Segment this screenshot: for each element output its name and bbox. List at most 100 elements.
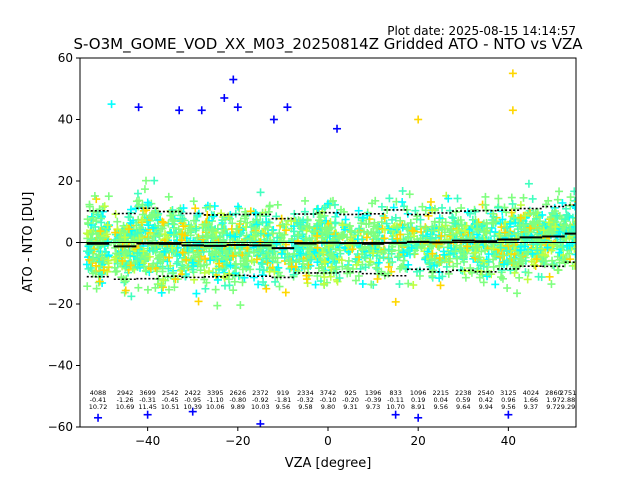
y-tick-label: 60 <box>58 51 73 65</box>
scatter-point <box>277 249 286 258</box>
scatter-point <box>497 273 506 282</box>
scatter-point <box>97 218 106 227</box>
scatter-point <box>104 192 113 201</box>
scatter-point <box>404 279 413 288</box>
y-axis: −60 −40 −20 0 20 40 60 <box>48 51 80 434</box>
scatter-point <box>142 176 151 185</box>
bin-stat-sd: 9.37 <box>524 403 538 411</box>
scatter-point <box>241 214 250 223</box>
scatter-point <box>208 268 217 277</box>
scatter-point <box>144 221 153 230</box>
scatter-point <box>515 273 524 282</box>
scatter-point <box>200 220 209 229</box>
scatter-point <box>122 249 131 258</box>
x-tick-label: 0 <box>324 434 332 448</box>
scatter-point <box>453 194 462 203</box>
scatter-point <box>121 286 130 295</box>
scatter-point <box>163 257 172 266</box>
scatter-point <box>503 284 512 293</box>
scatter-point <box>494 194 503 203</box>
scatter-point <box>236 217 245 226</box>
scatter-point <box>507 193 516 202</box>
scatter-point <box>88 229 97 238</box>
scatter-point <box>139 262 148 271</box>
scatter-point <box>197 106 206 115</box>
scatter-point <box>273 253 282 262</box>
scatter-point <box>249 248 258 257</box>
scatter-point <box>275 229 284 238</box>
scatter-point <box>175 106 184 115</box>
scatter-point <box>391 297 400 306</box>
scatter-point <box>194 297 203 306</box>
scatter-point <box>254 280 263 289</box>
scatter-point <box>579 213 587 221</box>
scatter-point <box>226 231 235 240</box>
scatter-point <box>183 263 192 272</box>
scatter-point <box>229 286 238 295</box>
scatter-point <box>141 266 150 275</box>
scatter-point <box>111 228 120 237</box>
scatter-point <box>583 235 591 243</box>
scatter-point <box>262 254 271 263</box>
y-tick-label: −40 <box>48 359 73 373</box>
scatter-point <box>93 210 102 219</box>
chart-title: S-O3M_GOME_VOD_XX_M03_20250814Z Gridded … <box>73 35 583 54</box>
scatter-point <box>252 255 261 264</box>
bin-stat-sd: 9.64 <box>456 403 470 411</box>
scatter-point <box>170 283 179 292</box>
scatter-point <box>84 219 93 228</box>
scatter-point <box>270 267 279 276</box>
scatter-point <box>579 212 587 220</box>
scatter-point <box>300 207 309 216</box>
y-tick-label: 0 <box>65 236 73 250</box>
scatter-point <box>391 410 400 419</box>
scatter-point <box>582 229 590 237</box>
bin-stat-sd: 10.06 <box>206 403 225 411</box>
scatter-point <box>481 192 490 201</box>
scatter-point <box>135 196 144 205</box>
x-tick-label: 20 <box>411 434 426 448</box>
scatter-point <box>283 103 292 112</box>
scatter-point <box>149 246 158 255</box>
scatter-point <box>95 277 104 286</box>
scatter-point <box>219 236 228 245</box>
scatter-point <box>115 251 124 260</box>
scatter-point <box>179 222 188 231</box>
scatter-point <box>275 282 284 291</box>
bin-stat-sd: 10.39 <box>183 403 202 411</box>
scatter-point <box>140 185 149 194</box>
scatter-point <box>579 218 587 226</box>
scatter-point <box>195 256 204 265</box>
scatter-point <box>229 75 238 84</box>
scatter-point <box>206 256 215 265</box>
scatter-point <box>178 214 187 223</box>
scatter-point <box>209 226 218 235</box>
bin-stat-sd: 9.72 <box>546 403 560 411</box>
scatter-point <box>145 252 154 261</box>
bin-stat-sd: 9.56 <box>501 403 515 411</box>
scatter-point <box>489 262 498 271</box>
scatter-point <box>570 202 576 211</box>
scatter-point <box>100 202 109 211</box>
scatter-point <box>414 413 423 422</box>
bin-stat-sd: 10.70 <box>386 403 405 411</box>
scatter-point <box>276 271 285 280</box>
scatter-point <box>286 264 295 273</box>
bin-stat-sd: 10.72 <box>89 403 108 411</box>
scatter-point <box>256 211 265 220</box>
scatter-point <box>238 278 247 287</box>
scatter-point <box>192 224 201 233</box>
scatter-point <box>231 232 240 241</box>
scatter-point <box>583 244 591 252</box>
scatter-point <box>246 235 255 244</box>
scatter-point <box>250 273 259 282</box>
scatter-point <box>580 200 588 208</box>
scatter-point <box>85 255 94 264</box>
scatter-point <box>133 189 142 198</box>
scatter-point <box>243 257 252 266</box>
scatter-point <box>118 256 127 265</box>
scatter-point <box>178 248 187 257</box>
scatter-point <box>91 222 100 231</box>
scatter-point <box>513 289 522 298</box>
